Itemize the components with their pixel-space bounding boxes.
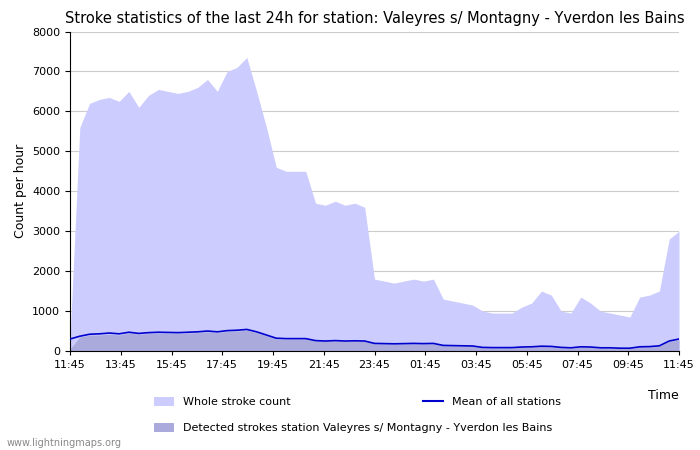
Text: Time: Time bbox=[648, 389, 679, 402]
Legend: Detected strokes station Valeyres s/ Montagny - Yverdon les Bains: Detected strokes station Valeyres s/ Mon… bbox=[149, 418, 556, 437]
Text: www.lightningmaps.org: www.lightningmaps.org bbox=[7, 438, 122, 448]
Y-axis label: Count per hour: Count per hour bbox=[13, 144, 27, 238]
Title: Stroke statistics of the last 24h for station: Valeyres s/ Montagny - Yverdon le: Stroke statistics of the last 24h for st… bbox=[64, 11, 685, 26]
